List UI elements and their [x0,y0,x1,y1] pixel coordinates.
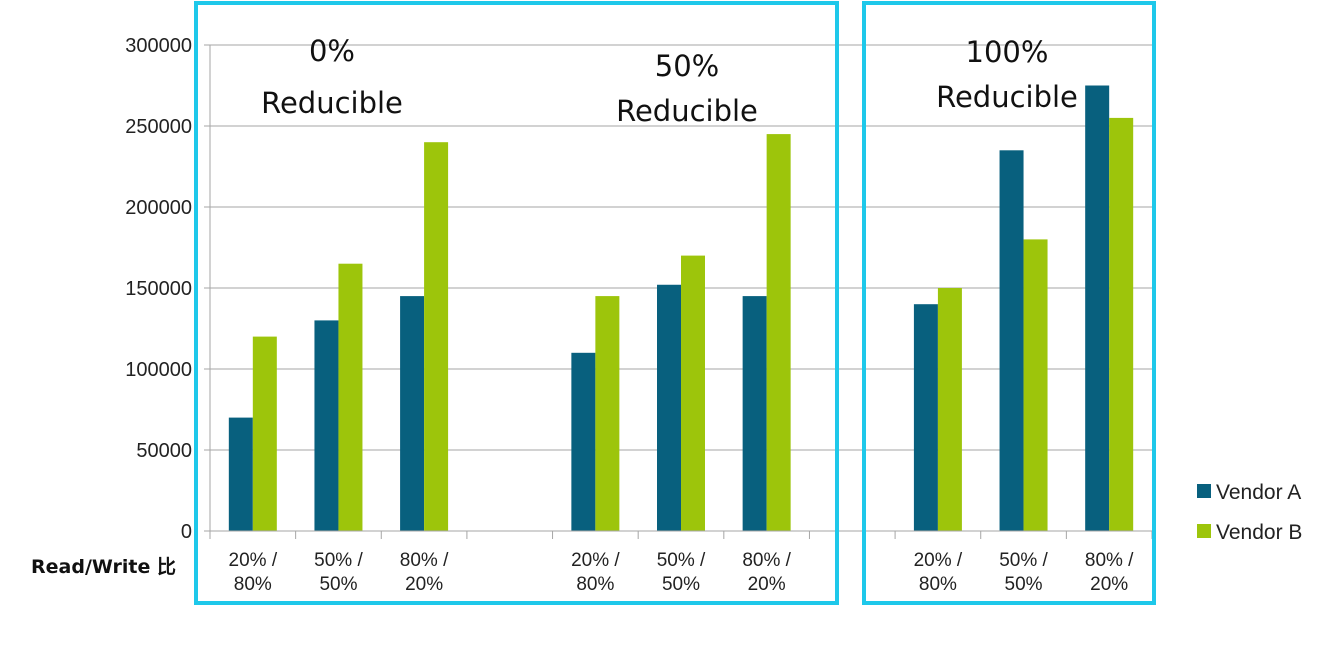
legend: Vendor A Vendor B [1197,481,1302,544]
bar-vendor-b [1109,117,1134,532]
group-label: 100% [966,35,1049,69]
group-label: Reducible [616,94,758,128]
bars [228,85,1134,532]
category-label: 80% / [400,550,449,571]
category-labels: 20% / 80% 50% / 50% 80% / 20% 20% / 80% 50% / 50%… [229,550,1135,595]
y-tick-label: 200000 [125,197,192,219]
bar-vendor-a [742,296,767,531]
x-axis-title: Read/Write 比 [31,556,176,578]
category-label: 50% / [314,550,363,571]
category-label: 20% / [229,550,278,571]
group-frame-100 [862,1,1156,605]
bar-vendor-a [571,352,596,531]
y-tick-label: 0 [181,521,192,543]
bar-vendor-a [228,417,253,531]
legend-label: Vendor B [1216,521,1302,544]
category-label: 80% [234,574,272,595]
group-label: Reducible [936,80,1078,114]
category-label: 20% [748,574,786,595]
bar-vendor-b [595,296,620,531]
bar-vendor-b [681,255,705,531]
y-tick-label: 300000 [125,35,192,57]
legend-swatch [1197,524,1211,538]
category-label: 80% / [1085,550,1134,571]
legend-swatch [1197,484,1211,498]
bar-vendor-a [314,320,339,531]
bar-vendor-b [424,142,449,531]
bar-vendor-a [657,284,681,531]
bar-vendor-b [766,134,791,531]
bar-vendor-a [913,304,938,531]
category-label: 50% [319,574,357,595]
category-label: 20% / [914,550,963,571]
legend-label: Vendor A [1216,481,1301,504]
group-label: 0% [309,34,355,68]
group-label: Reducible [261,86,403,120]
x-axis [209,530,1153,539]
bar-vendor-a [1085,85,1110,531]
category-label: 80% [919,574,957,595]
bar-vendor-b [338,263,363,531]
category-label: 50% [662,574,700,595]
y-axis-ticks: 300000 250000 200000 150000 100000 50000 0 [125,35,192,543]
category-label: 80% [576,574,614,595]
group-frame-0-50 [194,1,839,605]
group-labels: 0% Reducible 50% Reducible 100% Reducible [261,34,1078,128]
y-tick-label: 100000 [125,359,192,381]
bar-vendor-b [937,288,962,531]
y-tick-label: 150000 [125,278,192,300]
category-label: 20% / [571,550,620,571]
group-frames [194,1,1156,605]
group-label: 50% [655,49,719,83]
category-label: 50% / [999,550,1048,571]
y-tick-label: 250000 [125,116,192,138]
bar-vendor-b [252,336,277,531]
category-label: 50% / [657,550,706,571]
category-label: 50% [1005,574,1043,595]
category-label: 20% [405,574,443,595]
bar-vendor-a [400,296,425,531]
y-tick-label: 50000 [136,440,192,462]
bar-vendor-a [999,150,1024,532]
bar-vendor-b [1023,239,1048,531]
category-label: 80% / [742,550,791,571]
category-label: 20% [1090,574,1128,595]
